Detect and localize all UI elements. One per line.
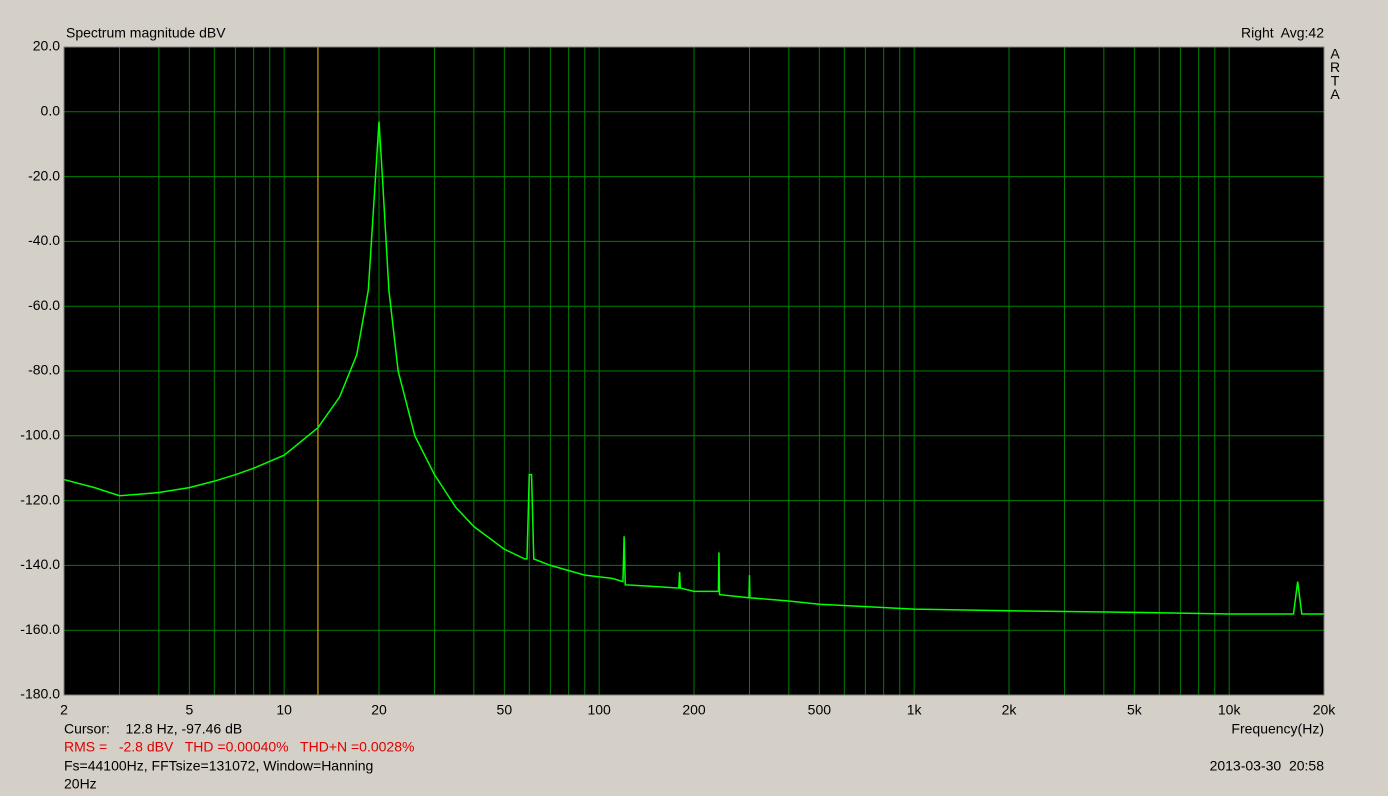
plot-border — [63, 46, 1325, 696]
side-label: A — [1330, 46, 1340, 62]
side-label: A — [1330, 86, 1340, 102]
y-tick-label: 20.0 — [33, 38, 60, 54]
x-tick-label: 20k — [1313, 702, 1337, 718]
x-tick-label: 100 — [587, 702, 611, 718]
cursor-text: Cursor: 12.8 Hz, -97.46 dB — [64, 721, 242, 737]
rms-text: RMS = -2.8 dBV THD =0.00040% THD+N =0.00… — [64, 739, 414, 755]
y-tick-label: -160.0 — [20, 621, 60, 637]
x-tick-label: 2k — [1002, 702, 1018, 718]
x-tick-label: 10k — [1218, 702, 1242, 718]
x-axis-label: Frequency(Hz) — [1231, 721, 1324, 737]
footer-text: 20Hz — [64, 776, 97, 792]
y-tick-label: -60.0 — [28, 297, 60, 313]
status-label: Right Avg:42 — [1241, 25, 1324, 41]
y-tick-label: -100.0 — [20, 427, 60, 443]
y-tick-label: -140.0 — [20, 556, 60, 572]
y-tick-label: -40.0 — [28, 232, 60, 248]
y-tick-label: -20.0 — [28, 167, 60, 183]
x-tick-label: 1k — [907, 702, 923, 718]
x-tick-label: 5 — [185, 702, 193, 718]
y-tick-label: -180.0 — [20, 686, 60, 702]
y-tick-label: 0.0 — [41, 103, 61, 119]
x-tick-label: 10 — [276, 702, 292, 718]
x-tick-label: 20 — [371, 702, 387, 718]
chart-title: Spectrum magnitude dBV — [66, 25, 226, 41]
fs-text: Fs=44100Hz, FFTsize=131072, Window=Hanni… — [64, 758, 373, 774]
date-text: 2013-03-30 20:58 — [1210, 758, 1325, 774]
x-tick-label: 200 — [682, 702, 706, 718]
y-tick-label: -120.0 — [20, 491, 60, 507]
side-label: R — [1330, 59, 1340, 75]
side-label: T — [1331, 73, 1340, 89]
x-tick-label: 2 — [60, 702, 68, 718]
spectrum-line — [63, 121, 1324, 615]
y-tick-label: -80.0 — [28, 362, 60, 378]
x-tick-label: 500 — [808, 702, 832, 718]
x-tick-label: 5k — [1127, 702, 1143, 718]
x-tick-label: 50 — [497, 702, 513, 718]
